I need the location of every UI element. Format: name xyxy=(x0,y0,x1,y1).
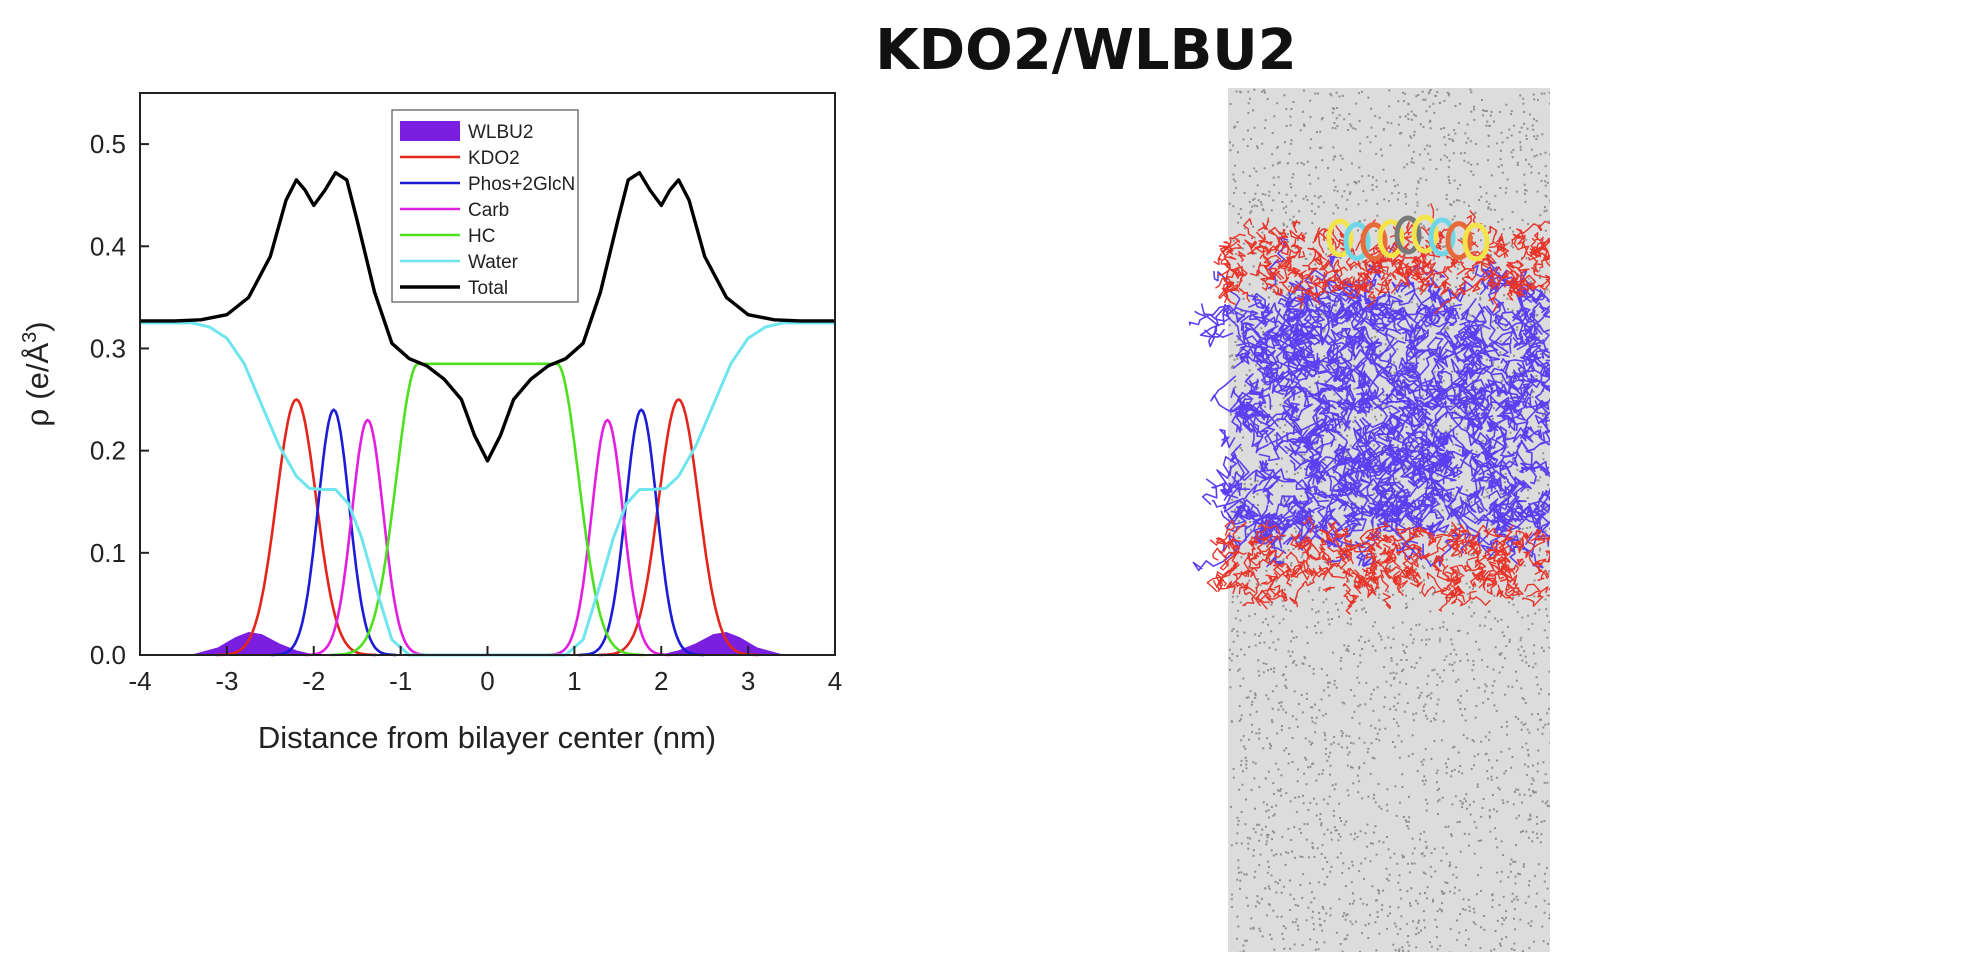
y-axis-label-unit: (e/Å xyxy=(20,343,55,409)
x-tick-label: 3 xyxy=(741,666,755,696)
legend-label: Carb xyxy=(468,200,509,221)
y-tick-label: 0.4 xyxy=(90,231,126,261)
series-wlbu2-area-right xyxy=(652,631,784,656)
y-axis-label-unit-close: ) xyxy=(20,321,55,331)
series-total-line xyxy=(140,171,835,463)
series-phos-2glcn-line-left xyxy=(271,408,397,657)
y-tick-label: 0.5 xyxy=(90,129,126,159)
y-axis-label: ρ (e/Å3) xyxy=(19,321,56,426)
legend-label: Water xyxy=(468,252,519,273)
lipid-tails xyxy=(1188,236,1550,572)
series-kdo2-line-left xyxy=(216,398,377,657)
series-wlbu2-area-left xyxy=(191,631,323,656)
x-tick-label: 4 xyxy=(828,666,842,696)
y-tick-label: 0.1 xyxy=(90,538,126,568)
legend-swatch xyxy=(400,121,460,141)
legend-label: HC xyxy=(468,226,495,247)
legend-label: Phos+2GlcN xyxy=(468,174,575,195)
figure-title: KDO2/WLBU2 xyxy=(875,18,1297,83)
series-carb-line-right xyxy=(544,418,670,657)
y-tick-label: 0.3 xyxy=(90,333,126,363)
bilayer-simulation-snapshot xyxy=(1188,88,1550,952)
legend-label: Total xyxy=(468,278,508,299)
legend-label: KDO2 xyxy=(468,148,520,169)
x-tick-label: -2 xyxy=(302,666,325,696)
y-tick-label: 0.0 xyxy=(90,640,126,670)
x-axis-label: Distance from bilayer center (nm) xyxy=(258,720,716,755)
legend-label: WLBU2 xyxy=(468,122,533,143)
x-tick-label: -3 xyxy=(215,666,238,696)
y-axis-label-superscript: 3 xyxy=(19,332,41,343)
series-hc-line xyxy=(331,362,644,657)
x-tick-label: -4 xyxy=(128,666,151,696)
y-axis-label-rho: ρ xyxy=(20,408,56,426)
bottom-headgroups xyxy=(1206,516,1550,615)
x-tick-label: 0 xyxy=(480,666,494,696)
chart-series-layer xyxy=(140,171,835,657)
y-tick-label: 0.2 xyxy=(90,436,126,466)
series-kdo2-line-right xyxy=(598,398,759,657)
x-tick-label: 2 xyxy=(654,666,668,696)
chart-legend: WLBU2 KDO2 Phos+2GlcN Carb HC Water Total xyxy=(391,109,579,303)
legend-box xyxy=(391,109,579,303)
wlbu2-peptide xyxy=(1326,214,1490,262)
x-tick-label: 1 xyxy=(567,666,581,696)
series-water-line xyxy=(140,321,835,657)
axis-ticks: -4 -3 -2 -1 0 1 2 3 4 0.0 0.1 0.2 0.3 0.4 0.5 xyxy=(90,129,842,696)
x-tick-label: -1 xyxy=(389,666,412,696)
series-phos-2glcn-line-right xyxy=(578,408,704,657)
series-carb-line-left xyxy=(305,418,431,657)
density-profile-chart: -4 -3 -2 -1 0 1 2 3 4 0.0 0.1 0.2 0.3 0.4 0.5 WLBU2 KDO… xyxy=(19,92,842,755)
